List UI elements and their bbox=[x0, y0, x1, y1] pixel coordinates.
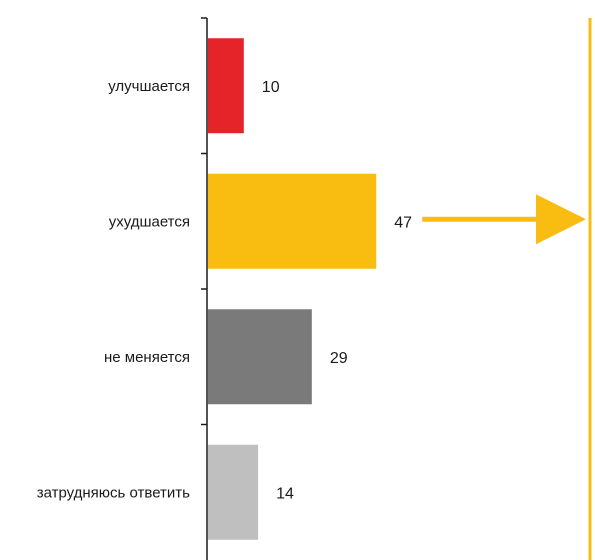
category-label: ухудшается bbox=[109, 213, 190, 230]
bar bbox=[208, 38, 244, 134]
category-label: улучшается bbox=[108, 78, 190, 95]
bar bbox=[208, 173, 377, 269]
value-label: 14 bbox=[276, 485, 294, 502]
bar bbox=[208, 444, 259, 540]
bar bbox=[208, 309, 312, 405]
category-label: не меняется bbox=[104, 349, 190, 366]
value-label: 10 bbox=[262, 79, 280, 96]
value-label: 29 bbox=[330, 350, 348, 367]
value-label: 47 bbox=[394, 214, 412, 231]
category-label: затрудняюсь ответить bbox=[37, 484, 190, 501]
